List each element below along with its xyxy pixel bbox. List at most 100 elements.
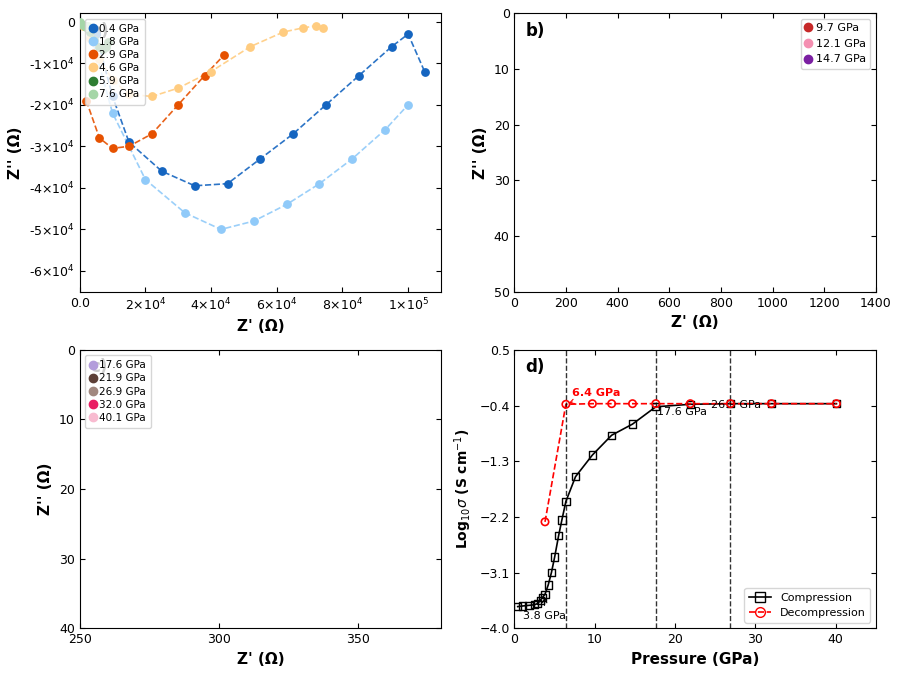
Point xyxy=(178,323,193,334)
Point xyxy=(122,137,136,148)
Point xyxy=(568,471,582,482)
Point xyxy=(145,254,159,265)
X-axis label: Pressure (GPa): Pressure (GPa) xyxy=(631,651,760,667)
Point xyxy=(764,398,778,409)
Point xyxy=(547,551,562,562)
Point xyxy=(92,41,106,52)
Point xyxy=(256,338,270,348)
Legend: 17.6 GPa, 21.9 GPa, 26.9 GPa, 32.0 GPa, 40.1 GPa: 17.6 GPa, 21.9 GPa, 26.9 GPa, 32.0 GPa, … xyxy=(85,355,151,428)
Point xyxy=(74,18,88,29)
Point xyxy=(510,601,525,612)
Point xyxy=(276,26,291,37)
Point xyxy=(522,600,536,611)
Point xyxy=(83,33,97,44)
Point xyxy=(76,20,90,31)
Point xyxy=(544,567,559,578)
Point xyxy=(197,70,211,81)
Point xyxy=(243,41,257,52)
Text: d): d) xyxy=(526,358,544,376)
Point xyxy=(87,35,102,46)
Point xyxy=(281,296,295,306)
Point xyxy=(267,323,282,334)
Point xyxy=(217,49,231,60)
Point xyxy=(683,398,698,409)
Text: 6.4 GPa: 6.4 GPa xyxy=(570,388,621,404)
Point xyxy=(319,99,333,110)
Point xyxy=(295,261,310,272)
Point xyxy=(89,29,104,40)
Point xyxy=(105,91,120,102)
Point xyxy=(145,91,159,102)
Point xyxy=(77,20,92,31)
Point xyxy=(585,450,599,460)
X-axis label: Z' (Ω): Z' (Ω) xyxy=(671,315,719,330)
Point xyxy=(105,74,120,85)
Point xyxy=(418,66,432,77)
Point xyxy=(92,132,106,143)
Point xyxy=(212,171,226,182)
Legend: Compression, Decompression: Compression, Decompression xyxy=(744,588,870,623)
Point xyxy=(105,107,120,118)
Point xyxy=(538,589,553,599)
Point xyxy=(605,398,619,409)
Point xyxy=(559,399,573,410)
Point xyxy=(829,398,843,409)
Point xyxy=(536,592,550,603)
Text: a): a) xyxy=(91,22,109,40)
Point xyxy=(309,20,323,31)
Point xyxy=(724,398,738,409)
Point xyxy=(133,310,148,321)
Point xyxy=(541,580,555,591)
Legend: 0.4 GPa, 1.8 GPa, 2.9 GPa, 4.6 GPa, 5.9 GPa, 7.6 GPa: 0.4 GPa, 1.8 GPa, 2.9 GPa, 4.6 GPa, 5.9 … xyxy=(85,18,145,105)
Y-axis label: Log$_{10}$$\sigma$ (S cm$^{-1}$): Log$_{10}$$\sigma$ (S cm$^{-1}$) xyxy=(452,429,473,549)
Point xyxy=(554,514,569,525)
Point xyxy=(73,17,87,28)
Point xyxy=(122,338,137,348)
Point xyxy=(829,398,843,409)
Point xyxy=(527,599,542,610)
Text: 26.9 GPa: 26.9 GPa xyxy=(711,400,761,410)
Text: c): c) xyxy=(91,358,108,376)
Point xyxy=(531,598,545,609)
Point xyxy=(764,398,778,409)
Point xyxy=(279,199,293,210)
Point xyxy=(177,207,192,218)
Point xyxy=(538,516,553,527)
Point xyxy=(105,143,120,154)
Point xyxy=(228,261,242,272)
Point xyxy=(171,99,185,110)
Point xyxy=(76,20,90,31)
Y-axis label: Z'' (Ω): Z'' (Ω) xyxy=(8,126,23,179)
Point xyxy=(122,141,136,152)
Point xyxy=(384,41,399,52)
X-axis label: Z' (Ω): Z' (Ω) xyxy=(237,651,284,667)
Point xyxy=(322,184,337,195)
Text: 17.6 GPa: 17.6 GPa xyxy=(657,407,707,417)
Point xyxy=(626,398,640,409)
Y-axis label: Z'' (Ω): Z'' (Ω) xyxy=(39,463,53,515)
Point xyxy=(649,398,663,409)
Point xyxy=(378,124,392,135)
Point xyxy=(187,180,202,191)
X-axis label: Z' (Ω): Z' (Ω) xyxy=(237,319,284,333)
Point xyxy=(83,26,97,37)
Point xyxy=(309,226,323,237)
Point xyxy=(342,219,356,230)
Point xyxy=(552,530,566,541)
Point xyxy=(247,216,261,227)
Point xyxy=(83,24,97,35)
Point xyxy=(312,178,327,189)
Point xyxy=(345,153,359,164)
Point xyxy=(309,338,323,348)
Point xyxy=(81,21,95,32)
Point xyxy=(253,171,267,182)
Point xyxy=(533,595,547,605)
Legend: 9.7 GPa, 12.1 GPa, 14.7 GPa: 9.7 GPa, 12.1 GPa, 14.7 GPa xyxy=(801,19,870,69)
Point xyxy=(724,398,738,409)
Point xyxy=(122,89,136,100)
Point xyxy=(99,41,113,52)
Point xyxy=(170,338,184,348)
Point xyxy=(79,21,94,32)
Point xyxy=(320,310,334,321)
Point xyxy=(367,66,382,77)
